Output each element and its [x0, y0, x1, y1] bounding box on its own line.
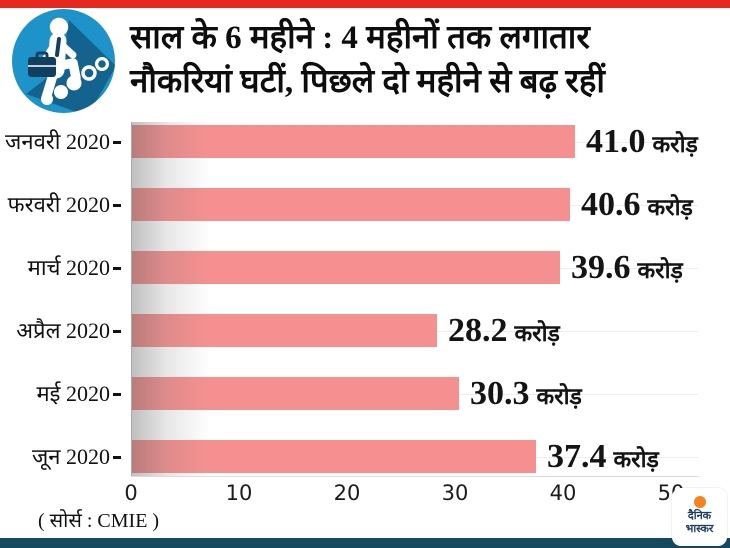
y-axis-line [131, 122, 132, 476]
y-tick-mark [113, 141, 121, 144]
category-label-text: मई 2020 [36, 381, 110, 406]
category-label: जनवरी 2020 [0, 125, 121, 158]
category-label: मई 2020 [0, 377, 121, 410]
category-label: जून 2020 [0, 440, 121, 473]
logo-sun-icon [693, 496, 706, 508]
y-tick-mark [113, 393, 121, 396]
category-label: मार्च 2020 [0, 251, 121, 284]
businessman-icon-svg [12, 9, 115, 113]
value-number: 40.6 [581, 186, 641, 223]
x-tick-label: 30 [441, 481, 469, 505]
bar [132, 188, 570, 221]
source-note: ( सोर्स : CMIE ) [38, 510, 160, 532]
logo-text-line-1: दैनिक [687, 510, 712, 522]
value-unit: करोड़ [647, 195, 693, 220]
category-label: अप्रैल 2020 [0, 314, 121, 347]
bar [132, 314, 437, 347]
x-tick-label: 40 [549, 481, 577, 505]
category-label-text: जून 2020 [31, 444, 110, 469]
businessman-climbing-steps-icon [10, 8, 117, 114]
value-unit: करोड़ [613, 447, 659, 472]
category-label-text: मार्च 2020 [27, 255, 110, 280]
axis-gradient-shade [132, 122, 210, 476]
value-label: 37.4 करोड़ [547, 438, 659, 475]
value-number: 28.2 [448, 312, 508, 349]
bar [132, 440, 536, 473]
y-tick-mark [113, 267, 121, 270]
value-number: 37.4 [547, 438, 607, 475]
dainik-bhaskar-logo: दैनिक भास्कर [672, 488, 727, 546]
value-unit: करोड़ [652, 132, 698, 157]
value-label: 39.6 करोड़ [571, 249, 683, 286]
category-label-text: फरवरी 2020 [7, 192, 110, 217]
y-tick-mark [113, 204, 121, 207]
bottom-accent-bar [0, 538, 730, 548]
top-accent-bar [0, 0, 730, 8]
x-tick-label: 0 [124, 481, 138, 505]
bar [132, 377, 459, 410]
category-label: फरवरी 2020 [0, 188, 121, 221]
value-unit: करोड़ [536, 384, 582, 409]
page-title-line-2: नौकरियां घटीं, पिछले दो महीने से बढ़ रही… [130, 64, 605, 100]
value-unit: करोड़ [514, 321, 560, 346]
y-tick-mark [113, 456, 121, 459]
value-label: 41.0 करोड़ [586, 123, 698, 160]
bar [132, 251, 560, 284]
page-title-line-1: साल के 6 महीने : 4 महीनों तक लगातार [130, 20, 590, 56]
plot-area: जनवरी 2020 41.0 करोड़ फरवरी 2020 40.6 करोड़ मा… [0, 122, 730, 505]
value-number: 41.0 [586, 123, 646, 160]
value-unit: करोड़ [637, 258, 683, 283]
x-axis-line [131, 476, 699, 477]
x-tick-label: 10 [225, 481, 253, 505]
y-tick-mark [113, 330, 121, 333]
logo-text-line-2: भास्कर [685, 522, 714, 535]
value-label: 40.6 करोड़ [581, 186, 693, 223]
value-label: 30.3 करोड़ [470, 375, 582, 412]
bar [132, 125, 575, 158]
value-number: 39.6 [571, 249, 631, 286]
category-label-text: जनवरी 2020 [5, 129, 110, 154]
value-number: 30.3 [470, 375, 530, 412]
category-label-text: अप्रैल 2020 [16, 318, 110, 343]
page-title: साल के 6 महीने : 4 महीनों तक लगातार नौकर… [130, 16, 724, 104]
x-tick-label: 20 [333, 481, 361, 505]
value-label: 28.2 करोड़ [448, 312, 560, 349]
